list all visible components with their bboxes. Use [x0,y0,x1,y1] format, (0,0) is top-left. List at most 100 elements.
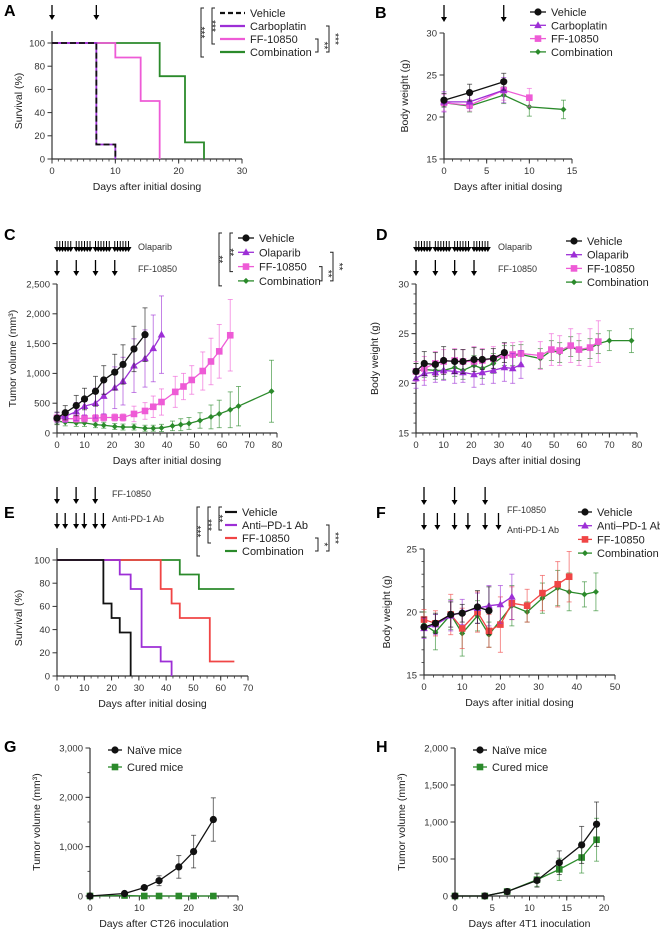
data-point [581,591,588,598]
y-tick-label: 1,000 [26,369,50,380]
panel-f: F 0 10 20 30 40 50 15 20 25 Days after initial dos… [376,487,660,709]
y-tick-label: 100 [29,38,45,49]
legend-marker [242,248,250,256]
significance-stars: *** [329,532,340,544]
panel-label: A [4,3,16,20]
dosing-arrow-head [482,525,489,530]
dosing-arrow-head [471,271,478,276]
x-tick-label: 0 [54,683,59,694]
series-vehicle [440,72,508,108]
data-point [412,367,420,376]
x-axis-label: Days after 4T1 inoculation [469,918,591,930]
y-tick-label: 80 [39,579,50,590]
series-cured-mice [86,892,217,900]
series-combination [52,42,205,159]
panel-label: G [4,739,16,756]
significance-bracket [330,251,334,282]
x-tick-label: 0 [441,166,446,177]
data-point [100,422,107,429]
data-point [451,357,459,366]
dosing-arrow-head [73,499,80,504]
significance-bracket [218,506,222,531]
data-point [157,330,166,338]
dosing-arrow-head [432,271,439,276]
data-point [190,848,198,856]
data-point [119,414,127,421]
data-point [451,892,459,900]
data-point [592,820,601,828]
dosing-arrow-head [451,525,458,530]
data-point [554,580,561,588]
data-point [556,347,563,354]
dosing-arrow-head [421,500,427,505]
x-tick-label: 30 [494,440,505,451]
y-tick-label: 60 [34,85,45,96]
data-point [177,421,184,428]
x-tick-label: 50 [549,440,560,451]
data-point [186,420,192,427]
data-point [497,621,504,628]
y-tick-label: 500 [432,854,448,865]
data-point [140,884,148,892]
data-point [628,337,635,344]
dosing-arrow-head [446,247,453,252]
x-tick-label: 15 [567,166,578,177]
legend-marker [534,21,542,29]
significance-bracket [229,232,233,273]
x-tick-label: 60 [217,440,228,451]
x-tick-label: 10 [134,903,145,914]
legend-marker [534,35,542,42]
significance-stars: ** [213,256,224,264]
y-tick-label: 1,000 [59,842,83,853]
data-point [548,346,555,353]
legend-marker [111,763,119,771]
x-tick-label: 80 [632,440,643,451]
series-line [52,42,117,159]
y-tick-label: 20 [39,648,50,659]
dosing-arrow-head [441,17,447,22]
y-tick-label: 40 [34,108,45,119]
legend-label: Combination [587,277,649,289]
dosing-label: Olaparib [138,242,172,252]
legend-marker [570,237,578,245]
legend-label: FF-10850 [242,533,290,545]
legend-label: Vehicle [242,507,277,519]
panel-g: G 0 10 20 30 0 1,000 2,000 3,000 Days after CT26 … [4,739,243,930]
y-tick-label: 500 [34,399,50,410]
dosing-arrow-head [106,247,113,252]
legend-label: Combination [259,276,321,288]
panel-label: F [376,505,386,522]
series-vehicle [53,307,149,425]
x-axis-label: Days after initial dosing [113,455,222,467]
series-na-ve-mice [451,801,601,900]
data-point [80,395,89,403]
x-tick-label: 0 [421,682,426,693]
data-point [111,368,119,376]
dosing-label: Olaparib [498,242,532,252]
dosing-arrow-head [54,499,60,504]
legend-label: Vehicle [250,8,285,20]
x-tick-label: 50 [189,440,200,451]
data-point [149,403,157,411]
data-point [150,425,157,432]
legend-marker [242,263,250,270]
legend-label: Vehicle [259,233,294,245]
data-point [478,368,487,376]
data-point [523,602,531,609]
data-point [440,96,448,104]
data-point [158,398,165,406]
legend-marker [476,763,484,771]
series-cured-mice [451,817,600,900]
legend-label: Carboplatin [250,21,306,33]
series-line [56,334,146,419]
legend-label: FF-10850 [597,534,645,546]
legend: Naïve mice Cured mice [108,745,183,774]
panel-a: A 0 10 20 30 0 20 40 60 80 100 Days after initial d… [4,3,340,193]
dosing-arrow-head [464,525,471,530]
data-point [149,344,158,352]
data-point [478,355,486,364]
significance-bracket [207,506,211,544]
legend-label: Olaparib [587,250,629,262]
data-point [72,401,80,410]
dosing-arrow-head [49,15,55,20]
